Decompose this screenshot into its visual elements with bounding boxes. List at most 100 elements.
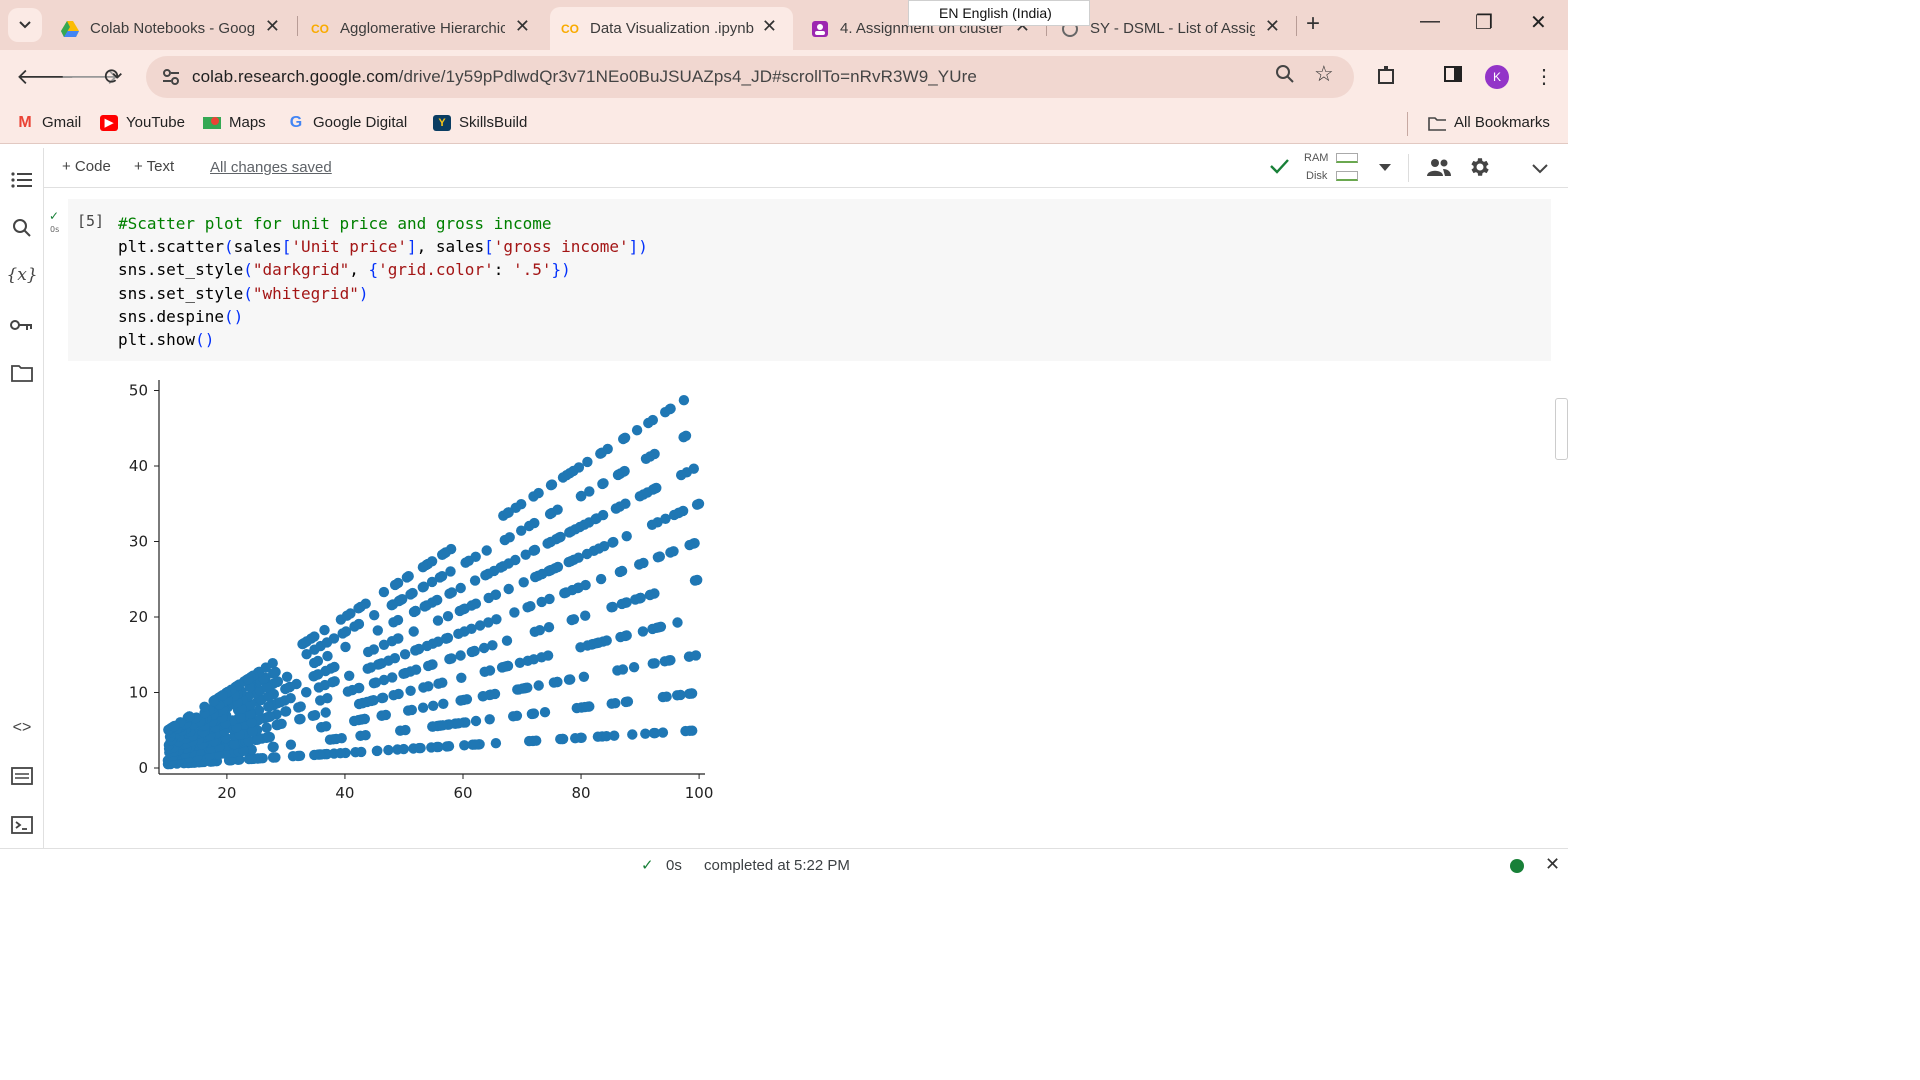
bookmark-youtube[interactable]: ▶ YouTube — [100, 114, 185, 131]
scatter-point — [369, 610, 380, 621]
scatter-point — [392, 614, 404, 626]
share-people-icon[interactable] — [1426, 156, 1452, 182]
code-snippets-icon[interactable]: <> — [12, 719, 32, 736]
scatter-point — [252, 734, 263, 745]
kebab-menu-icon[interactable]: ⋮ — [1534, 66, 1554, 88]
scatter-point — [481, 545, 492, 556]
scatter-point — [455, 582, 466, 594]
scatter-point — [456, 672, 467, 683]
variables-icon[interactable]: {x} — [6, 265, 38, 285]
all-bookmarks-button[interactable]: All Bookmarks — [1428, 114, 1550, 131]
scatter-point — [578, 671, 590, 682]
scatter-point — [634, 559, 645, 570]
disk-meter[interactable] — [1336, 171, 1358, 181]
scatter-point — [640, 453, 652, 464]
scatter-point — [387, 672, 398, 683]
scatter-point — [444, 588, 455, 599]
tab-title: SY - DSML - List of Assig — [1090, 20, 1255, 37]
bookmark-maps[interactable]: Maps — [203, 114, 266, 131]
scatter-point — [261, 722, 272, 733]
scatter-point — [246, 744, 257, 755]
table-of-contents-icon[interactable] — [10, 168, 34, 192]
scatter-point — [357, 698, 368, 709]
resources-dropdown-icon[interactable] — [1378, 159, 1392, 176]
scatter-point — [419, 601, 430, 612]
command-palette-icon[interactable] — [10, 764, 34, 788]
scatter-point — [647, 658, 658, 669]
scatter-point — [389, 579, 401, 591]
code-editor[interactable]: #Scatter plot for unit price and gross i… — [118, 212, 648, 351]
restore-icon[interactable]: ❐ — [1475, 12, 1493, 34]
scatter-point — [680, 430, 692, 441]
scatter-point — [570, 524, 581, 535]
bookmark-skillsbuild[interactable]: Y SkillsBuild — [433, 114, 527, 131]
scatter-point — [691, 499, 703, 510]
code-cell[interactable] — [68, 199, 1551, 361]
extensions-icon[interactable] — [1376, 64, 1398, 92]
avatar[interactable]: K — [1485, 65, 1509, 89]
window-close-icon[interactable]: ✕ — [1530, 12, 1547, 34]
browser-tab[interactable]: Colab Notebooks - Goog ✕ — [50, 7, 296, 50]
code-line-2: plt.scatter(sales['Unit price'], sales['… — [118, 237, 648, 257]
scatter-point — [673, 507, 685, 518]
close-icon[interactable]: ✕ — [264, 16, 280, 36]
close-icon[interactable]: ✕ — [514, 16, 530, 36]
status-elapsed[interactable]: 0s — [666, 857, 682, 874]
scatter-point — [199, 701, 210, 712]
add-text-cell-button[interactable]: + Text — [134, 158, 175, 175]
side-panel-icon[interactable] — [1443, 64, 1463, 90]
scatter-point — [444, 653, 455, 665]
back-arrow-icon[interactable]: 🡐 — [16, 64, 75, 89]
status-message[interactable]: completed at 5:22 PM — [704, 857, 850, 874]
scatter-point — [413, 644, 424, 655]
zoom-icon[interactable] — [1275, 64, 1295, 90]
ram-meter[interactable] — [1336, 153, 1358, 163]
scatter-point — [575, 491, 587, 502]
bookmark-google-digital[interactable]: G Google Digital — [287, 114, 407, 132]
vertical-scrollbar[interactable] — [1555, 398, 1568, 460]
site-info-icon[interactable] — [160, 66, 182, 88]
scatter-point — [533, 487, 544, 499]
status-bar: ✓ 0s completed at 5:22 PM ✕ — [0, 848, 1568, 882]
address-bar[interactable]: colab.research.google.com/drive/1y59pPdl… — [146, 56, 1354, 98]
save-status-link[interactable]: All changes saved — [210, 159, 332, 176]
search-icon[interactable] — [10, 216, 34, 240]
minimize-icon[interactable]: — — [1420, 10, 1440, 32]
scatter-point — [539, 707, 551, 718]
scatter-point — [511, 710, 523, 721]
settings-gear-icon[interactable] — [1467, 155, 1491, 183]
scatter-point — [268, 668, 279, 679]
ime-language-indicator[interactable]: EN English (India) — [908, 0, 1090, 26]
collapse-header-chevron-icon[interactable] — [1532, 161, 1548, 178]
scatter-point — [653, 622, 665, 633]
close-icon[interactable]: ✕ — [1264, 16, 1280, 36]
bookmark-gmail[interactable]: M Gmail — [16, 114, 81, 132]
browser-tab[interactable]: CO Agglomerative Hierarchic ✕ — [300, 7, 546, 50]
scatter-point — [280, 706, 291, 717]
scatter-point — [417, 582, 428, 593]
scatter-point — [595, 573, 607, 585]
browser-tab-active[interactable]: CO Data Visualization .ipynb ✕ — [550, 7, 793, 50]
code-line-4: sns.set_style("whitegrid") — [118, 283, 369, 303]
tab-search-button[interactable] — [8, 8, 42, 42]
scatter-point — [631, 425, 643, 436]
scatter-point — [440, 633, 452, 644]
bookmark-star-icon[interactable]: ☆ — [1314, 61, 1334, 86]
close-icon[interactable]: ✕ — [761, 16, 777, 36]
run-success-check-icon[interactable]: ✓ — [49, 209, 60, 223]
add-code-cell-button[interactable]: + Code — [62, 158, 111, 175]
scatter-point — [618, 433, 629, 445]
scatter-point — [477, 691, 488, 702]
reload-icon[interactable]: ⟳ — [104, 64, 123, 89]
forward-arrow-icon[interactable]: 🡒 — [60, 64, 119, 89]
scatter-point — [272, 676, 283, 688]
secrets-key-icon[interactable] — [10, 313, 34, 337]
scatter-point — [261, 682, 272, 693]
files-folder-icon[interactable] — [10, 361, 34, 385]
scatter-point — [582, 701, 594, 712]
scatter-point — [545, 480, 557, 491]
new-tab-plus-icon[interactable]: + — [1306, 10, 1321, 37]
close-status-icon[interactable]: ✕ — [1545, 854, 1561, 874]
scatter-point — [692, 574, 703, 586]
terminal-icon[interactable] — [10, 813, 34, 837]
